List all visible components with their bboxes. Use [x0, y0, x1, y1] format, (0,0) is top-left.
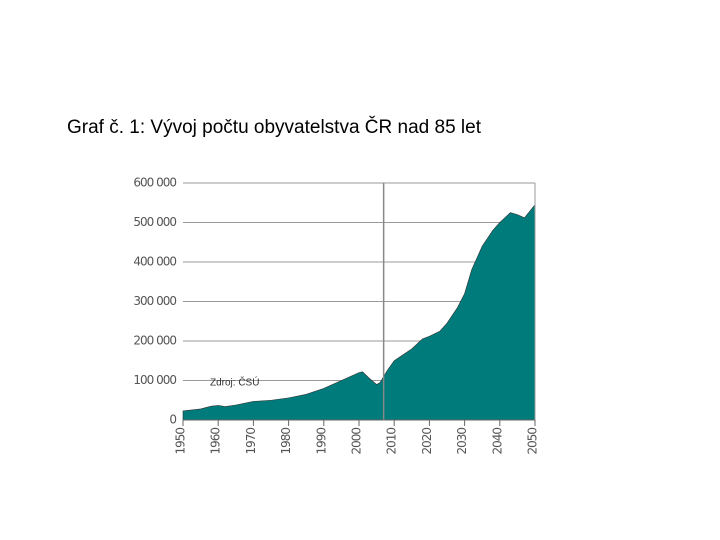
x-tick-label: 1960: [209, 428, 223, 455]
x-tick-label: 2020: [420, 428, 434, 455]
y-tick-label: 300 000: [133, 294, 176, 308]
x-tick-label: 1990: [314, 428, 328, 455]
x-tick-label: 2000: [350, 428, 364, 455]
x-tick-label: 2010: [385, 428, 399, 455]
chart-title: Graf č. 1: Vývoj počtu obyvatelstva ČR n…: [67, 116, 482, 138]
y-tick-label: 600 000: [133, 176, 176, 190]
x-tick-label: 2050: [526, 428, 540, 455]
x-tick-label: 1980: [279, 428, 293, 455]
annotation: Zdroj: ČSÚ: [210, 376, 259, 389]
x-tick-label: 1950: [174, 428, 188, 455]
y-tick-label: 500 000: [133, 215, 176, 229]
y-tick-label: 100 000: [133, 373, 176, 387]
x-tick-label: 1970: [244, 428, 258, 455]
x-tick-label: 2030: [455, 428, 469, 455]
y-tick-label: 400 000: [133, 255, 176, 269]
x-tick-label: 2040: [490, 428, 504, 455]
area: [182, 203, 536, 421]
y-tick-label: 200 000: [133, 334, 176, 348]
y-tick-label: 0: [169, 413, 176, 427]
